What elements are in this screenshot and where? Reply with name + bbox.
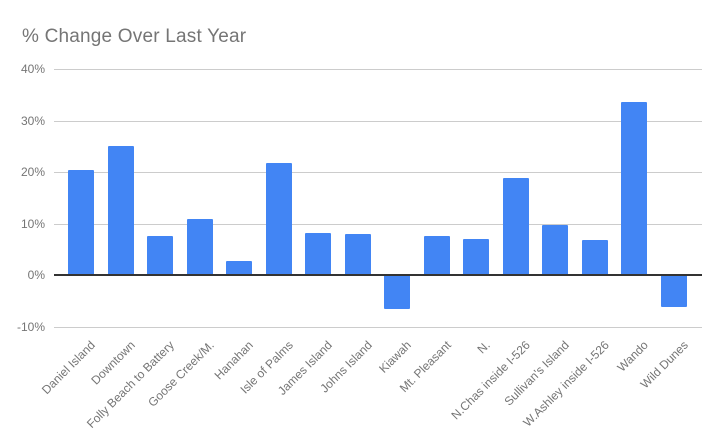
gridline	[54, 172, 702, 173]
gridline	[54, 327, 702, 328]
bar[interactable]	[187, 219, 213, 275]
gridline	[54, 69, 702, 70]
bar[interactable]	[68, 170, 94, 275]
bar[interactable]	[463, 239, 489, 275]
x-axis-category-label-text: Wild Dunes	[637, 338, 691, 392]
bar[interactable]	[503, 178, 529, 275]
y-axis-tick-label: 10%	[20, 217, 45, 231]
bar[interactable]	[424, 236, 450, 275]
x-axis-baseline	[54, 274, 702, 276]
bar[interactable]	[305, 233, 331, 275]
bar[interactable]	[108, 146, 134, 275]
x-axis-category-label: Wild Dunes	[501, 338, 691, 391]
bar[interactable]	[542, 225, 568, 275]
bar[interactable]	[582, 240, 608, 275]
gridline	[54, 224, 702, 225]
y-axis-tick-label: 0%	[27, 268, 45, 282]
bar[interactable]	[621, 102, 647, 275]
bar[interactable]	[266, 163, 292, 275]
gridline	[54, 121, 702, 122]
y-axis-tick-label: 20%	[20, 165, 45, 179]
bar[interactable]	[661, 275, 687, 307]
bar[interactable]	[384, 275, 410, 309]
y-axis-tick-label: 30%	[20, 114, 45, 128]
bar[interactable]	[345, 234, 371, 275]
y-axis-tick-label: -10%	[16, 320, 45, 334]
bar[interactable]	[147, 236, 173, 275]
chart-title: % Change Over Last Year	[22, 26, 247, 47]
y-axis-tick-label: 40%	[20, 62, 45, 76]
bar[interactable]	[226, 261, 252, 275]
